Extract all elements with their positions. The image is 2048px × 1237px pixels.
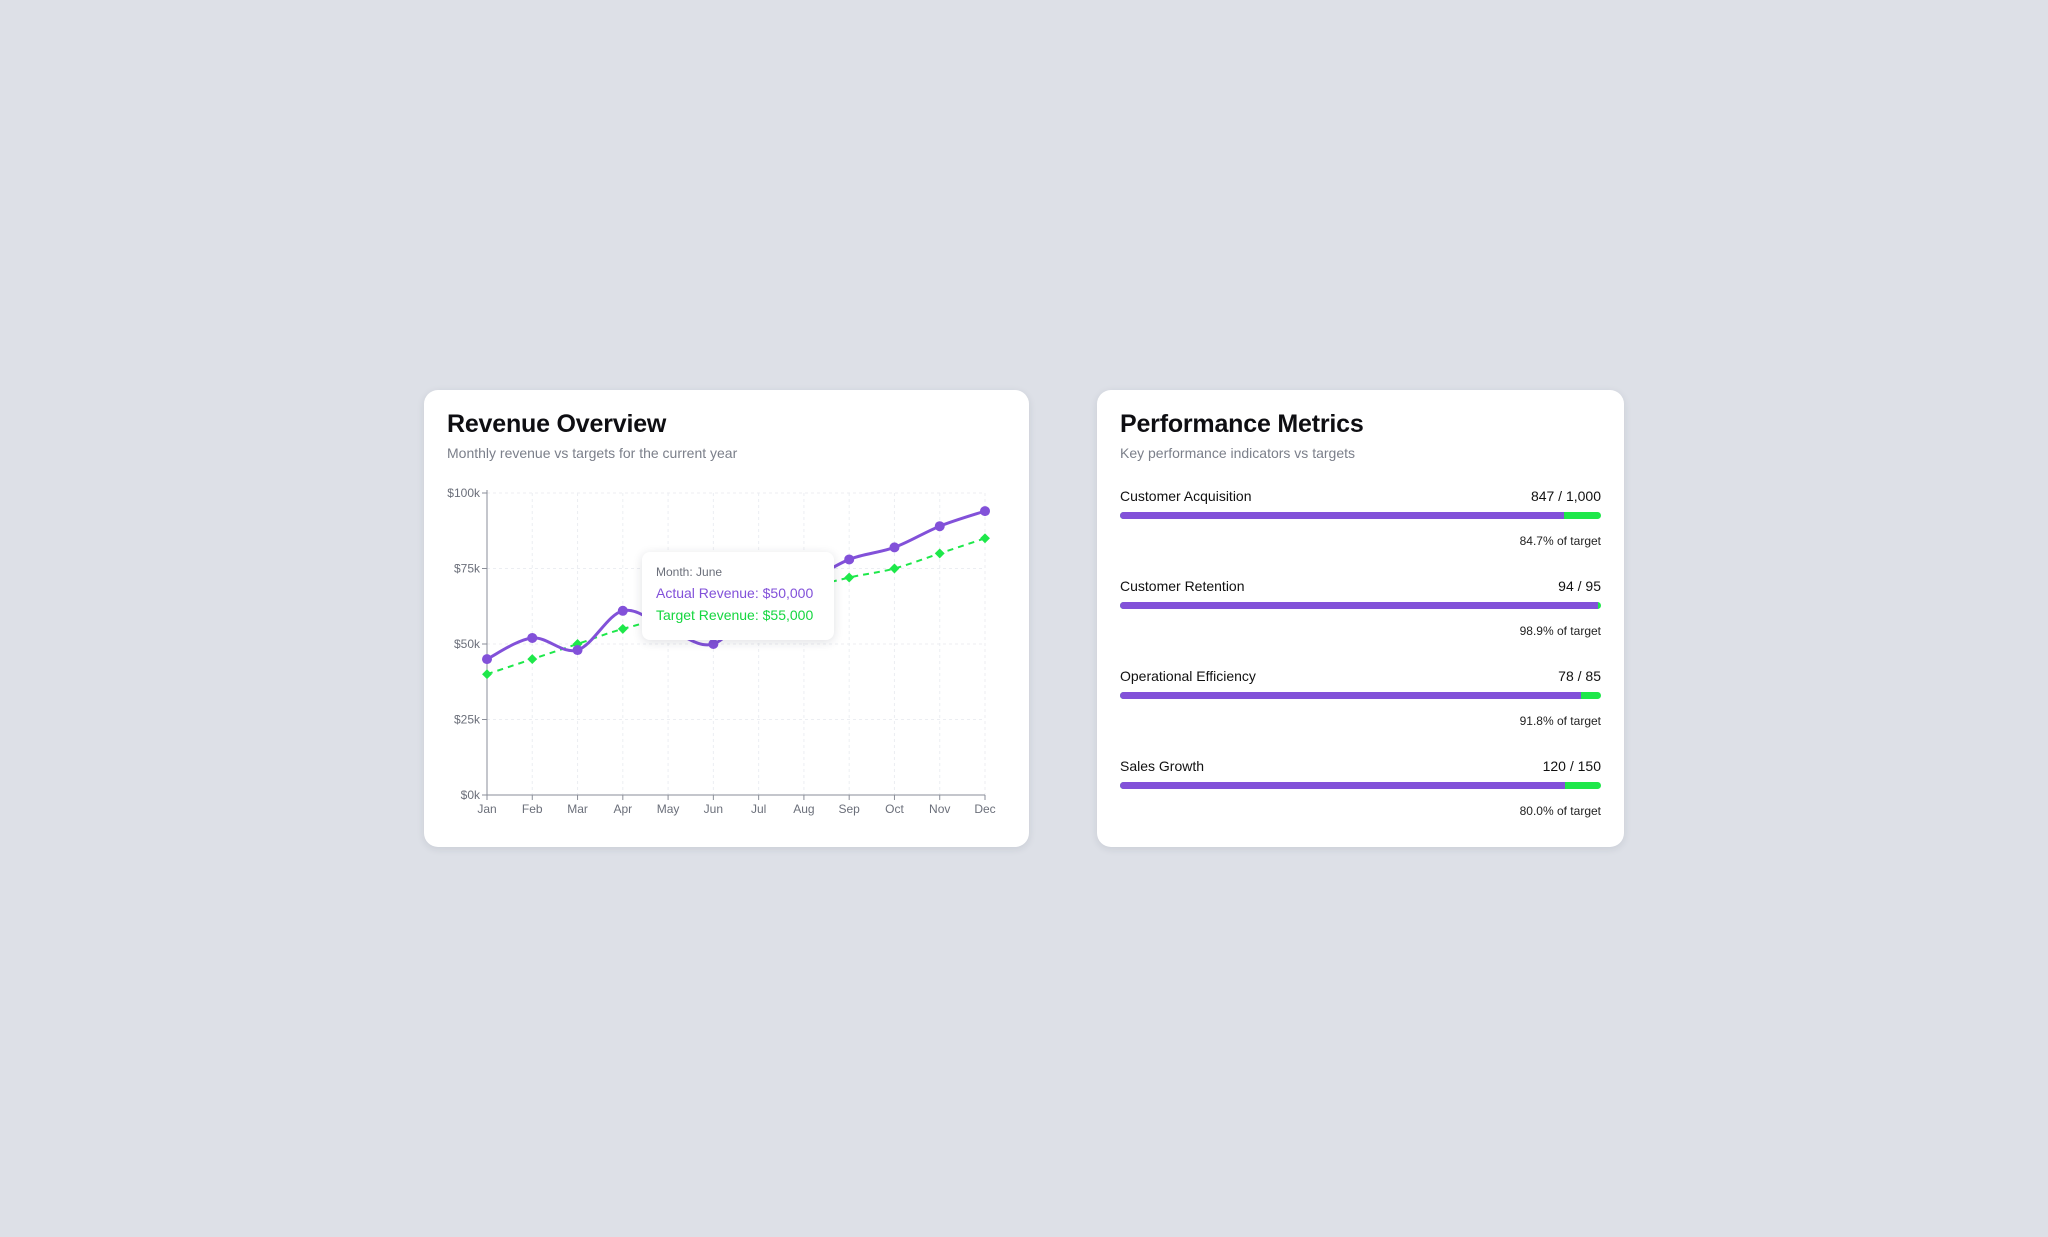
metric-name: Operational Efficiency: [1120, 668, 1256, 684]
x-tick-label: Feb: [522, 802, 543, 816]
progress-bar: [1120, 692, 1601, 699]
point-target: [844, 572, 855, 583]
point-actual: [617, 605, 628, 616]
point-actual: [482, 654, 492, 665]
tooltip-actual-revenue: Actual Revenue: $50,000: [656, 585, 814, 601]
progress-fill: [1120, 782, 1565, 789]
point-actual: [527, 632, 538, 643]
point-target: [889, 563, 900, 574]
revenue-line-chart[interactable]: $0k $25k $50k $75k $100k Jan Feb Mar Apr May Jun Ju…: [424, 390, 1029, 847]
x-tick-label: Jun: [704, 802, 723, 816]
x-tick-label: Aug: [793, 802, 814, 816]
y-tick-label: $25k: [454, 713, 481, 727]
progress-fill: [1120, 692, 1582, 699]
x-tick-label: Dec: [974, 802, 995, 816]
metric-name: Sales Growth: [1120, 758, 1205, 774]
point-target: [980, 533, 990, 544]
metric-customer-acquisition: Customer Acquisition 847 / 1,000 84.7% o…: [1120, 488, 1601, 568]
y-tick-label: $50k: [454, 637, 481, 651]
progress-fill: [1120, 512, 1565, 519]
metric-value: 94 / 95: [1558, 578, 1601, 594]
y-tick-label: $0k: [461, 788, 481, 802]
x-tick-label: May: [657, 802, 680, 816]
metric-name: Customer Acquisition: [1120, 488, 1252, 504]
chart-tooltip: Month: June Actual Revenue: $50,000 Targ…: [642, 552, 834, 640]
y-tick-label: $100k: [447, 486, 481, 500]
point-actual: [934, 521, 945, 532]
metric-percentage: 84.7% of target: [1519, 534, 1601, 548]
performance-metrics-card: Performance Metrics Key performance indi…: [1097, 390, 1624, 847]
y-tick-label: $75k: [454, 562, 481, 576]
revenue-overview-card: Revenue Overview Monthly revenue vs targ…: [424, 390, 1029, 847]
tooltip-month: Month: June: [656, 565, 723, 579]
metric-customer-retention: Customer Retention 94 / 95 98.9% of targ…: [1120, 578, 1601, 658]
point-actual: [980, 506, 990, 517]
x-tick-label: Nov: [929, 802, 950, 816]
metric-sales-growth: Sales Growth 120 / 150 80.0% of target: [1120, 758, 1601, 838]
x-tick-label: Jan: [477, 802, 496, 816]
metrics-title: Performance Metrics: [1120, 410, 1364, 438]
x-tick-label: Jul: [751, 802, 766, 816]
point-target: [527, 654, 538, 665]
point-actual: [572, 645, 583, 656]
metrics-subtitle: Key performance indicators vs targets: [1120, 445, 1355, 461]
progress-bar: [1120, 512, 1601, 519]
metric-percentage: 91.8% of target: [1519, 714, 1601, 728]
tooltip-target-revenue: Target Revenue: $55,000: [656, 607, 814, 623]
x-tick-label: Oct: [885, 802, 904, 816]
metric-value: 120 / 150: [1542, 758, 1601, 774]
x-tick-label: Mar: [567, 802, 588, 816]
point-target: [934, 548, 945, 559]
x-tick-label: Apr: [613, 802, 632, 816]
metric-value: 78 / 85: [1558, 668, 1601, 684]
point-actual: [889, 542, 900, 553]
metric-percentage: 80.0% of target: [1519, 804, 1601, 818]
point-target: [617, 623, 628, 634]
point-target: [482, 669, 492, 680]
revenue-subtitle: Monthly revenue vs targets for the curre…: [447, 445, 738, 461]
x-tick-label: Sep: [839, 802, 861, 816]
progress-bar: [1120, 602, 1601, 609]
metric-value: 847 / 1,000: [1530, 488, 1601, 504]
metric-name: Customer Retention: [1120, 578, 1245, 594]
metric-operational-efficiency: Operational Efficiency 78 / 85 91.8% of …: [1120, 668, 1601, 748]
point-actual: [844, 554, 855, 565]
revenue-title: Revenue Overview: [447, 410, 667, 438]
metric-percentage: 98.9% of target: [1519, 624, 1601, 638]
progress-bar: [1120, 782, 1601, 789]
progress-fill: [1120, 602, 1599, 609]
point-actual: [708, 639, 719, 649]
